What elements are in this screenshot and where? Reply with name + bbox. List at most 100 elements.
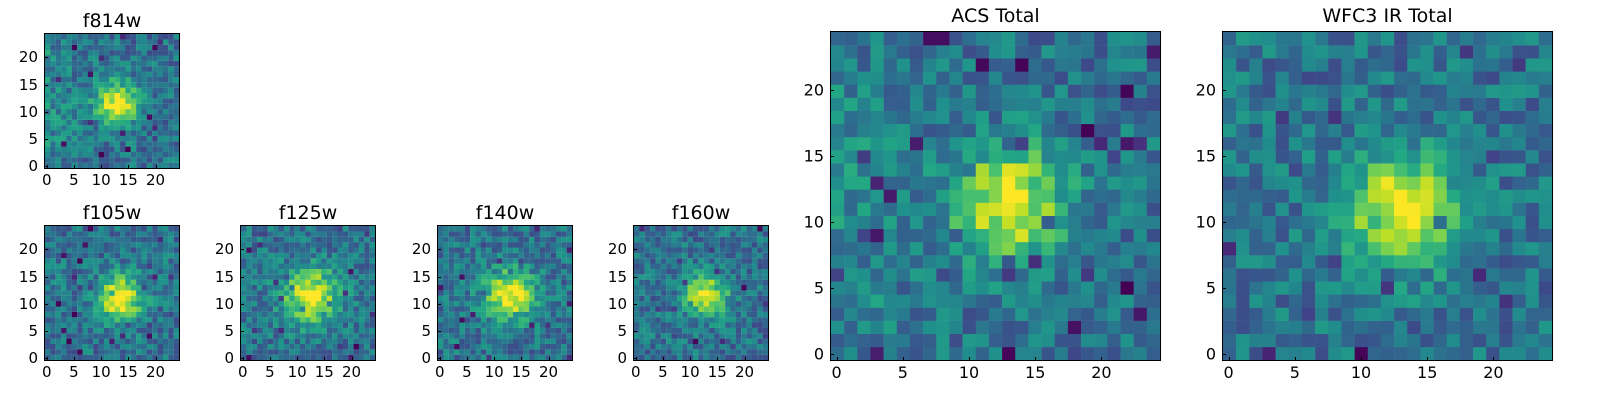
heatmap-cell xyxy=(82,66,88,72)
heatmap-cell xyxy=(130,247,137,253)
heatmap-plot-area xyxy=(633,225,769,361)
heatmap-cell xyxy=(703,279,710,286)
heatmap-cell xyxy=(550,290,557,296)
heatmap-cell xyxy=(909,110,924,125)
heatmap-cell xyxy=(61,349,67,355)
heatmap-cell xyxy=(1301,176,1316,190)
heatmap-cell xyxy=(486,349,492,355)
heatmap-cell xyxy=(289,349,295,355)
heatmap-cell xyxy=(173,226,179,232)
heatmap-cell xyxy=(883,189,898,203)
heatmap-cell xyxy=(438,252,444,259)
heatmap-cell xyxy=(1367,97,1382,111)
heatmap-cell xyxy=(687,317,694,323)
x-tick-mark xyxy=(351,357,353,361)
heatmap-cell xyxy=(358,290,365,296)
heatmap-cell xyxy=(321,327,327,334)
heatmap-cell xyxy=(141,327,147,334)
heatmap-cell xyxy=(1028,58,1042,72)
heatmap-cell xyxy=(518,268,524,275)
heatmap-cell xyxy=(141,82,147,88)
heatmap-cell xyxy=(1146,189,1160,203)
heatmap-cell xyxy=(103,141,110,147)
heatmap-cell xyxy=(305,354,311,360)
heatmap-cell xyxy=(321,322,327,328)
heatmap-cell xyxy=(120,290,126,296)
heatmap-cell xyxy=(1459,228,1474,243)
heatmap-cell xyxy=(831,71,845,85)
heatmap-cell xyxy=(125,333,131,339)
heatmap-cell xyxy=(66,274,72,280)
heatmap-cell xyxy=(1054,176,1069,190)
heatmap-cell xyxy=(486,236,492,243)
heatmap-cell xyxy=(103,322,110,328)
heatmap-cell xyxy=(751,354,758,360)
heatmap-cell xyxy=(77,76,83,83)
heatmap-cell xyxy=(310,268,317,275)
heatmap-cell xyxy=(555,258,562,264)
heatmap-cell xyxy=(342,349,349,355)
heatmap-cell xyxy=(1525,241,1540,256)
heatmap-cell xyxy=(448,258,455,264)
heatmap-cell xyxy=(857,281,871,295)
heatmap-cell xyxy=(735,349,742,355)
heatmap-cell xyxy=(136,263,142,269)
heatmap-cell xyxy=(1473,202,1487,216)
heatmap-cell xyxy=(1146,320,1160,335)
heatmap-cell xyxy=(141,236,147,243)
heatmap-cell xyxy=(671,236,677,243)
heatmap-cell xyxy=(703,252,710,259)
heatmap-cell xyxy=(316,333,322,339)
heatmap-cell xyxy=(50,82,56,88)
heatmap-cell xyxy=(316,284,322,291)
heatmap-cell xyxy=(332,322,338,328)
heatmap-cell xyxy=(55,301,62,307)
heatmap-cell xyxy=(1367,255,1382,269)
heatmap-cell xyxy=(1094,84,1108,98)
heatmap-cell xyxy=(1236,176,1250,190)
heatmap-cell xyxy=(757,274,763,280)
y-tick-mark xyxy=(437,249,441,251)
heatmap-cell xyxy=(844,320,858,335)
heatmap-cell xyxy=(130,125,137,131)
heatmap-cell xyxy=(87,247,94,253)
heatmap-cell xyxy=(61,247,67,253)
heatmap-cell xyxy=(676,311,683,318)
heatmap-cell xyxy=(369,247,375,253)
heatmap-cell xyxy=(682,284,688,291)
heatmap-cell xyxy=(332,263,338,269)
heatmap-cell xyxy=(98,71,105,77)
heatmap-cell xyxy=(1420,58,1434,72)
heatmap-cell xyxy=(725,306,731,312)
heatmap-cell xyxy=(364,343,370,350)
heatmap-cell xyxy=(949,45,963,59)
heatmap-cell xyxy=(480,301,487,307)
heatmap-cell xyxy=(299,311,306,318)
heatmap-cell xyxy=(1028,281,1042,295)
heatmap-cell xyxy=(486,274,492,280)
heatmap-cell xyxy=(1146,163,1160,177)
heatmap-cell xyxy=(1459,176,1474,190)
heatmap-cell xyxy=(157,66,164,72)
heatmap-cell xyxy=(561,301,567,307)
heatmap-cell xyxy=(1094,333,1108,348)
heatmap-cell xyxy=(246,317,252,323)
heatmap-cell xyxy=(157,34,164,40)
heatmap-cell xyxy=(364,295,370,302)
heatmap-cell xyxy=(326,268,333,275)
x-tick-mark xyxy=(128,165,130,169)
heatmap-cell xyxy=(273,327,279,334)
heatmap-cell xyxy=(103,119,110,126)
heatmap-cell xyxy=(844,294,858,308)
heatmap-cell xyxy=(1146,268,1160,282)
heatmap-cell xyxy=(1133,58,1148,72)
heatmap-cell xyxy=(173,247,179,253)
heatmap-cell xyxy=(936,45,950,59)
heatmap-cell xyxy=(448,231,455,237)
heatmap-cell xyxy=(545,311,551,318)
y-tick-mark xyxy=(44,84,48,86)
heatmap-cell xyxy=(1054,333,1069,348)
heatmap-cell xyxy=(1107,346,1121,360)
heatmap-cell xyxy=(152,50,158,56)
heatmap-cell xyxy=(77,279,83,286)
